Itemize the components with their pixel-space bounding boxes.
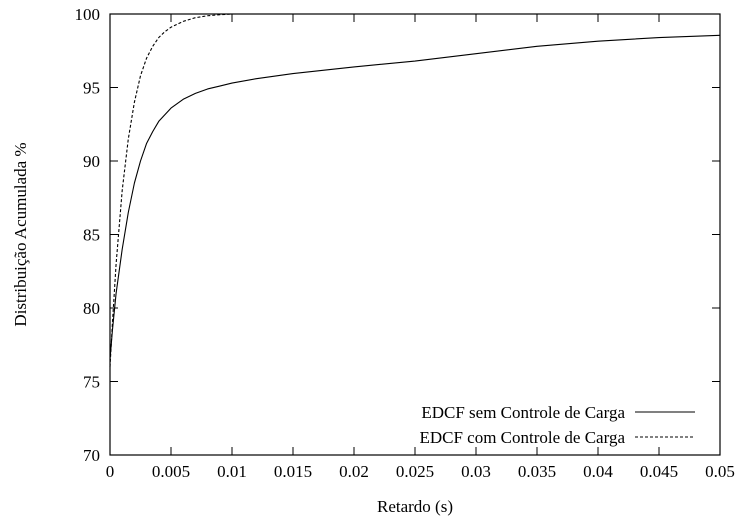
series-line-2: [109, 13, 293, 367]
series-layer: [109, 13, 721, 367]
series-line-1: [109, 34, 721, 360]
y-axis-label: Distribuição Acumulada %: [11, 142, 30, 326]
x-tick-label: 0.015: [274, 462, 312, 481]
y-tick-label: 95: [83, 79, 100, 98]
x-tick-label: 0.03: [461, 462, 491, 481]
x-tick-label: 0.04: [583, 462, 613, 481]
y-tick-label: 85: [83, 226, 100, 245]
x-axis-label: Retardo (s): [377, 497, 453, 516]
legend-label-1: EDCF sem Controle de Carga: [421, 403, 625, 422]
x-tick-label: 0.025: [396, 462, 434, 481]
axis-ticks: 0 0.005 0.01 0.015 0.02 0.025 0.03 0.035 0.04 0.0…: [75, 5, 735, 481]
x-tick-label: 0.045: [640, 462, 678, 481]
y-tick-label: 100: [75, 5, 101, 24]
y-tick-label: 80: [83, 299, 100, 318]
x-tick-label: 0.035: [518, 462, 556, 481]
y-tick-label: 70: [83, 446, 100, 465]
plot-frame: [109, 13, 721, 456]
x-tick-label: 0: [106, 462, 115, 481]
x-tick-label: 0.05: [705, 462, 735, 481]
y-tick-label: 90: [83, 152, 100, 171]
x-tick-label: 0.02: [339, 462, 369, 481]
legend: EDCF sem Controle de Carga EDCF com Contr…: [419, 403, 695, 447]
x-tick-label: 0.005: [152, 462, 190, 481]
x-tick-label: 0.01: [217, 462, 247, 481]
y-tick-label: 75: [83, 373, 100, 392]
legend-label-2: EDCF com Controle de Carga: [419, 428, 625, 447]
